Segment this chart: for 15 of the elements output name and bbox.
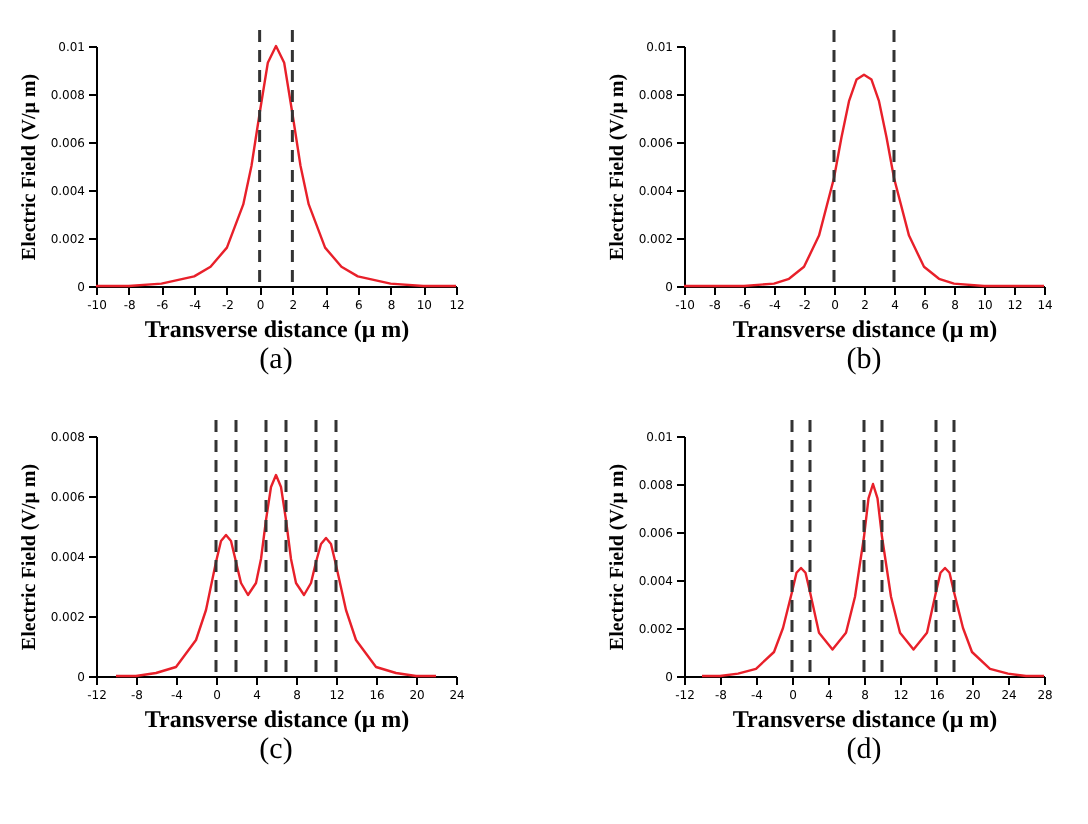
line-series (700, 482, 1046, 678)
x-axis-title: Transverse distance (μ m) (732, 705, 998, 733)
y-axis-title: Electric Field (V/μ m) (606, 73, 629, 261)
text: (d) (846, 734, 882, 766)
x-axis-title: Transverse distance (μ m) (732, 315, 998, 343)
text: (c) (259, 734, 293, 766)
y-axis-title: Electric Field (V/μ m) (18, 73, 41, 261)
x-axis-title: Transverse distance (μ m) (144, 705, 410, 733)
text: (a) (259, 344, 293, 376)
y-axis-title: Electric Field (V/μ m) (18, 463, 41, 651)
x-axis-title: Transverse distance (μ m) (144, 315, 410, 343)
line-series (114, 473, 438, 678)
line-series (94, 44, 458, 288)
text: (b) (846, 344, 882, 376)
y-axis-title: Electric Field (V/μ m) (606, 463, 629, 651)
